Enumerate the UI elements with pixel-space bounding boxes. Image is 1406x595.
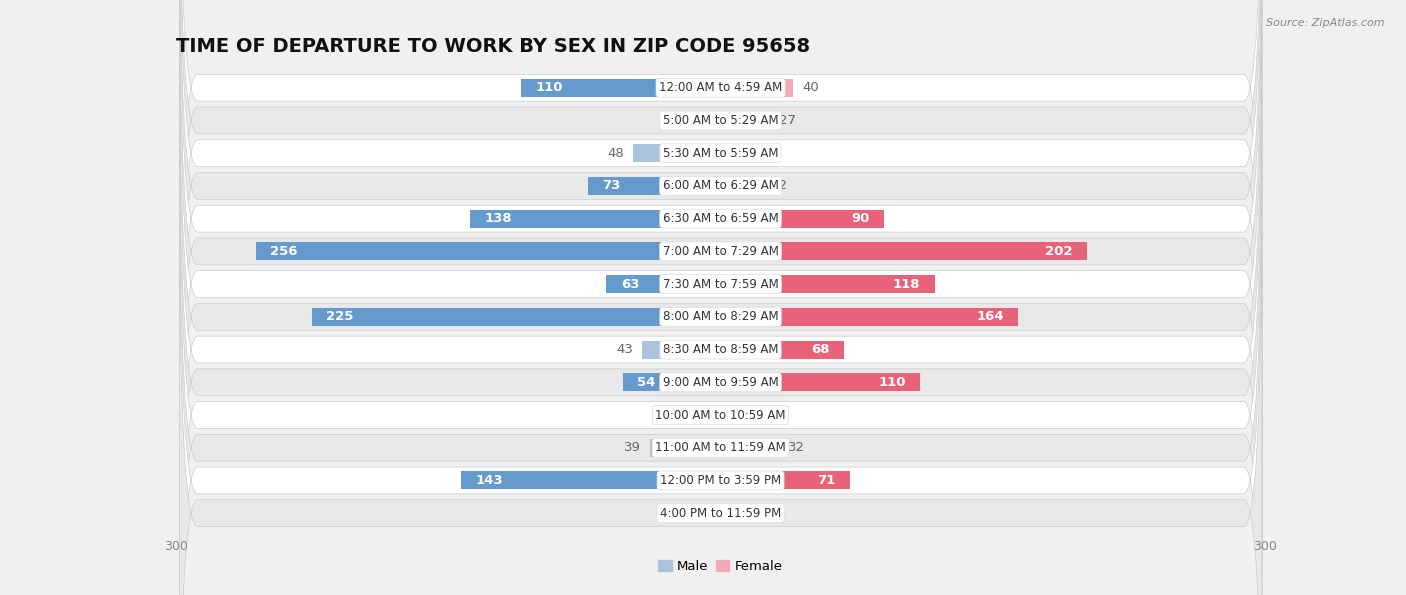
Text: 90: 90: [851, 212, 869, 225]
Bar: [721, 177, 761, 195]
Text: 11: 11: [675, 507, 692, 519]
Text: 9:00 AM to 9:59 AM: 9:00 AM to 9:59 AM: [662, 376, 779, 389]
Bar: [623, 373, 721, 392]
Bar: [721, 209, 884, 228]
Text: TIME OF DEPARTURE TO WORK BY SEX IN ZIP CODE 95658: TIME OF DEPARTURE TO WORK BY SEX IN ZIP …: [176, 37, 810, 56]
Bar: [256, 242, 721, 261]
Text: 4:00 PM to 11:59 PM: 4:00 PM to 11:59 PM: [659, 507, 782, 519]
FancyBboxPatch shape: [180, 3, 1261, 595]
Bar: [721, 439, 779, 457]
Bar: [721, 111, 769, 130]
Bar: [606, 275, 721, 293]
FancyBboxPatch shape: [180, 0, 1261, 533]
Text: 68: 68: [811, 343, 830, 356]
Text: 7: 7: [742, 409, 751, 421]
Text: 27: 27: [779, 114, 796, 127]
Text: 43: 43: [616, 343, 633, 356]
FancyBboxPatch shape: [180, 68, 1261, 595]
Bar: [700, 504, 721, 522]
Text: 12:00 PM to 3:59 PM: 12:00 PM to 3:59 PM: [659, 474, 782, 487]
Text: 225: 225: [326, 311, 354, 323]
Text: 48: 48: [607, 147, 624, 159]
Text: 256: 256: [270, 245, 298, 258]
FancyBboxPatch shape: [180, 36, 1261, 595]
Text: 5:00 AM to 5:29 AM: 5:00 AM to 5:29 AM: [662, 114, 779, 127]
Bar: [461, 471, 721, 490]
Text: 32: 32: [787, 441, 804, 454]
Text: 164: 164: [976, 311, 1004, 323]
Text: 39: 39: [624, 441, 641, 454]
FancyBboxPatch shape: [180, 167, 1261, 595]
Text: 6:00 AM to 6:29 AM: 6:00 AM to 6:29 AM: [662, 180, 779, 192]
Text: 73: 73: [603, 180, 621, 192]
FancyBboxPatch shape: [180, 101, 1261, 595]
FancyBboxPatch shape: [180, 134, 1261, 595]
Text: 6:30 AM to 6:59 AM: 6:30 AM to 6:59 AM: [662, 212, 779, 225]
Text: 8:00 AM to 8:29 AM: 8:00 AM to 8:29 AM: [662, 311, 779, 323]
Text: 143: 143: [475, 474, 503, 487]
Bar: [697, 406, 721, 424]
Bar: [643, 340, 721, 359]
Bar: [721, 79, 793, 97]
FancyBboxPatch shape: [180, 0, 1261, 500]
Bar: [721, 406, 734, 424]
Bar: [721, 471, 849, 490]
Bar: [588, 177, 721, 195]
Text: 7:00 AM to 7:29 AM: 7:00 AM to 7:29 AM: [662, 245, 779, 258]
Text: 138: 138: [485, 212, 512, 225]
Text: Source: ZipAtlas.com: Source: ZipAtlas.com: [1267, 18, 1385, 28]
Text: 12:00 AM to 4:59 AM: 12:00 AM to 4:59 AM: [659, 82, 782, 94]
FancyBboxPatch shape: [180, 0, 1261, 595]
FancyBboxPatch shape: [180, 0, 1261, 402]
FancyBboxPatch shape: [180, 0, 1261, 565]
Text: 10:00 AM to 10:59 AM: 10:00 AM to 10:59 AM: [655, 409, 786, 421]
Text: 54: 54: [637, 376, 655, 389]
Text: 202: 202: [1046, 245, 1073, 258]
Bar: [686, 111, 721, 130]
Text: 5:30 AM to 5:59 AM: 5:30 AM to 5:59 AM: [662, 147, 779, 159]
Text: 8:30 AM to 8:59 AM: 8:30 AM to 8:59 AM: [662, 343, 779, 356]
Bar: [633, 144, 721, 162]
Bar: [721, 340, 844, 359]
Text: 13: 13: [671, 409, 688, 421]
Text: 63: 63: [620, 278, 640, 290]
FancyBboxPatch shape: [180, 0, 1261, 434]
Bar: [312, 308, 721, 326]
Text: 22: 22: [769, 180, 786, 192]
Bar: [721, 242, 1087, 261]
Text: 118: 118: [893, 278, 921, 290]
Legend: Male, Female: Male, Female: [654, 555, 787, 578]
Text: 19: 19: [659, 114, 678, 127]
Text: 11:00 AM to 11:59 AM: 11:00 AM to 11:59 AM: [655, 441, 786, 454]
Bar: [470, 209, 721, 228]
Bar: [721, 504, 742, 522]
Text: 110: 110: [536, 82, 562, 94]
Text: 71: 71: [817, 474, 835, 487]
Text: 110: 110: [879, 376, 905, 389]
Bar: [520, 79, 721, 97]
Bar: [650, 439, 721, 457]
Bar: [721, 275, 935, 293]
Bar: [721, 373, 921, 392]
Text: 7:30 AM to 7:59 AM: 7:30 AM to 7:59 AM: [662, 278, 779, 290]
Bar: [721, 144, 748, 162]
FancyBboxPatch shape: [180, 199, 1261, 595]
Bar: [721, 308, 1018, 326]
Text: 15: 15: [756, 147, 773, 159]
Text: 12: 12: [751, 507, 769, 519]
Text: 40: 40: [803, 82, 820, 94]
FancyBboxPatch shape: [180, 0, 1261, 467]
